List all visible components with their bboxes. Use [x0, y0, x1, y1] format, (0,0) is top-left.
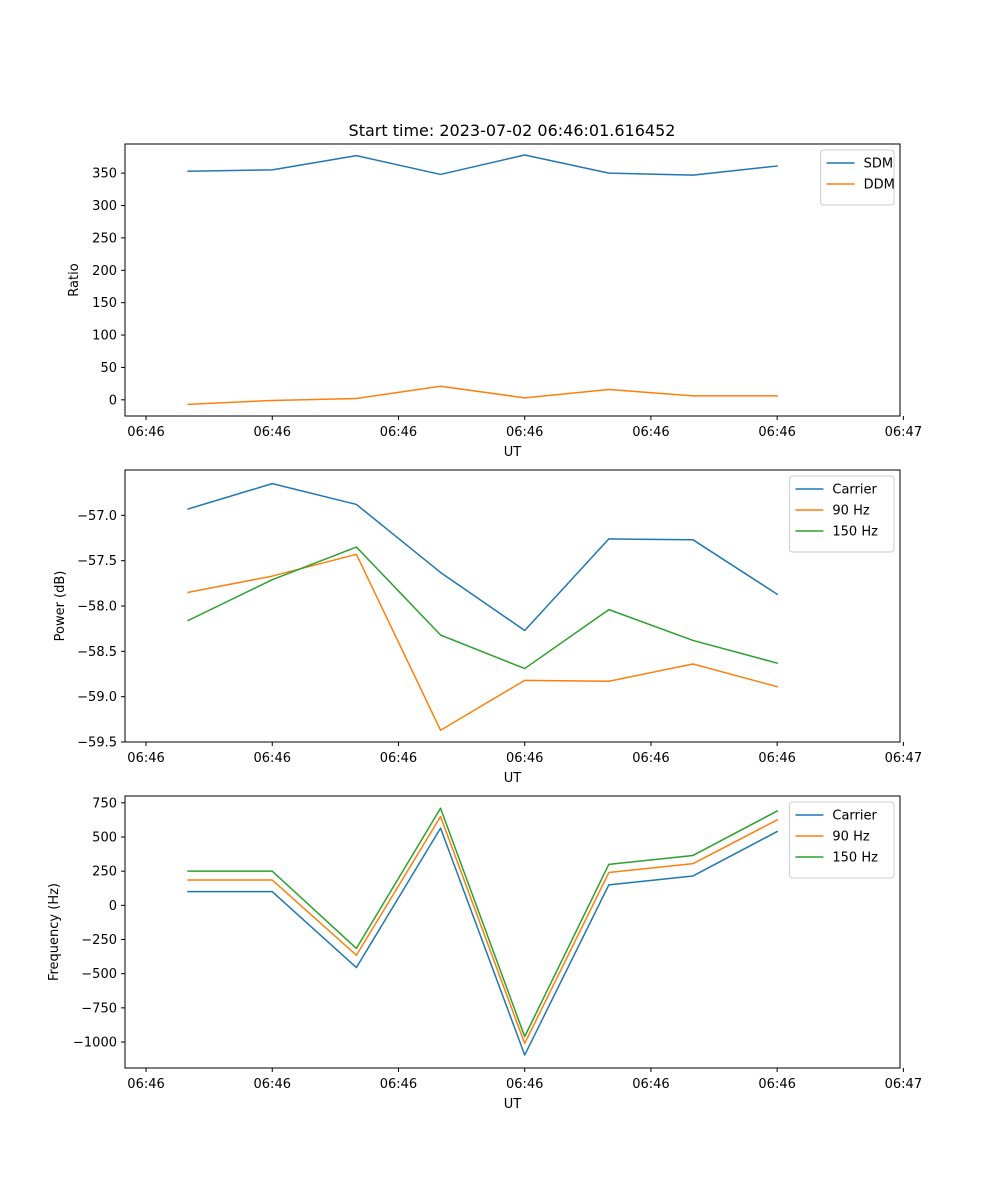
panel-3-y-tick-label: 0: [109, 899, 117, 914]
panel-1-y-tick-label: 350: [92, 167, 117, 182]
panel-1-axes-frame: [124, 143, 901, 417]
panel-2-legend-label: 90 Hz: [832, 504, 869, 519]
panel-2-legend-frame: [788, 475, 895, 553]
panel-2-y-axis-label: Power (dB): [53, 571, 68, 642]
panel-3-series-line-90-hz: [187, 815, 779, 1045]
panel-3-x-axis-label: UT: [504, 1097, 522, 1112]
panel-1-x-tick-label: 06:46: [632, 425, 669, 440]
panel-1-legend-label: SDM: [864, 157, 893, 172]
panel-1-series-line-sdm: [187, 154, 778, 176]
panel-2-x-tick-label: 06:46: [127, 751, 164, 766]
panel-2-y-tick-label: −59.5: [77, 736, 117, 751]
panel-2-legend-label: Carrier: [832, 483, 877, 498]
panel-1-y-tick-label: 200: [92, 264, 117, 279]
panel-1-x-tick-label: 06:46: [758, 425, 795, 440]
panel-2-series-line-90-hz: [187, 553, 779, 731]
panel-1-y-tick-label: 0: [109, 393, 117, 408]
panel-2-x-tick-label: 06:46: [254, 751, 291, 766]
panel-2-x-axis-label: UT: [504, 771, 522, 786]
panel-3-y-tick-label: −1000: [73, 1036, 117, 1051]
panel-2-y-tick-label: −57.5: [77, 554, 117, 569]
panel-3-x-tick-label: 06:46: [506, 1077, 543, 1092]
panel-2-legend: Carrier 90 Hz 150 Hz: [788, 475, 895, 553]
chart-title: Start time: 2023-07-02 06:46:01.616452: [349, 121, 676, 140]
panel-1-y-tick-label: 100: [92, 329, 117, 344]
panel-3-axes-frame: [124, 795, 901, 1069]
panel-1-y-tick-label: 300: [92, 199, 117, 214]
panel-3-y-axis-label: Frequency (Hz): [47, 883, 62, 981]
panel-3-y-tick-label: 500: [92, 831, 117, 846]
panel-1-y-axis-label: Ratio: [67, 263, 82, 296]
panel-3-plot-area: [125, 796, 900, 1068]
panel-3-x-tick-label: 06:46: [127, 1077, 164, 1092]
panel-2-x-tick-label: 06:46: [758, 751, 795, 766]
panel-3-x-tick-label: 06:47: [885, 1077, 922, 1092]
panel-2-plot-area: [125, 470, 900, 742]
panel-1-legend: SDM DDM: [820, 149, 895, 206]
panel-3-y-tick-label: 250: [92, 865, 117, 880]
panel-3-y-tick-label: 750: [92, 796, 117, 811]
panel-3-legend: Carrier 90 Hz 150 Hz: [788, 801, 895, 879]
panel-3-x-tick-label: 06:46: [758, 1077, 795, 1092]
panel-1-y-tick-label: 50: [100, 361, 117, 376]
panel-2-y-tick-label: −57.0: [77, 509, 117, 524]
panel-3-x-tick-label: 06:46: [632, 1077, 669, 1092]
panel-1-x-axis-label: UT: [504, 445, 522, 460]
panel-3-x-tick-label: 06:46: [254, 1077, 291, 1092]
panel-3-series-line-carrier: [187, 827, 779, 1056]
panel-3-legend-frame: [788, 801, 895, 879]
panel-1-legend-label: DDM: [864, 178, 895, 193]
panel-1-plot-area: [125, 144, 900, 416]
panel-3-series-line-150-hz: [187, 807, 779, 1038]
panel-1-x-tick-label: 06:46: [380, 425, 417, 440]
panel-2-x-tick-label: 06:46: [506, 751, 543, 766]
panel-1-x-tick-label: 06:46: [506, 425, 543, 440]
panel-1-y-tick-label: 150: [92, 296, 117, 311]
panel-2-x-tick-label: 06:46: [632, 751, 669, 766]
panel-2-x-tick-label: 06:46: [380, 751, 417, 766]
panel-2-series-line-carrier: [187, 482, 779, 632]
panel-1-x-tick-label: 06:46: [127, 425, 164, 440]
panel-2-y-tick-label: −58.0: [77, 600, 117, 615]
panel-1-series-line-ddm: [187, 385, 778, 406]
panel-1-x-tick-label: 06:47: [885, 425, 922, 440]
panel-1-y-tick-label: 250: [92, 231, 117, 246]
panel-2-series-line-150-hz: [187, 546, 779, 670]
panel-2-y-tick-label: −59.0: [77, 690, 117, 705]
panel-2-x-tick-label: 06:47: [885, 751, 922, 766]
panel-3-legend-label: 90 Hz: [832, 830, 869, 845]
panel-3-y-tick-label: −750: [81, 1001, 117, 1016]
panel-3-y-tick-label: −250: [81, 933, 117, 948]
panel-3-legend-label: 150 Hz: [832, 851, 878, 866]
panel-3-x-tick-label: 06:46: [380, 1077, 417, 1092]
panel-2-legend-label: 150 Hz: [832, 525, 878, 540]
panel-3: 06:46 06:46 06:46 06:46 06:46 06:46 06:47 750 50…: [47, 795, 922, 1112]
panel-1-x-tick-label: 06:46: [254, 425, 291, 440]
panel-2-y-tick-label: −58.5: [77, 645, 117, 660]
panel-3-legend-label: Carrier: [832, 809, 877, 824]
panel-3-y-tick-label: −500: [81, 967, 117, 982]
panel-2: 06:46 06:46 06:46 06:46 06:46 06:46 06:47 −57.0…: [53, 469, 922, 786]
panel-1: 06:46 06:46 06:46 06:46 06:46 06:46 06:47 0 50 10…: [67, 143, 922, 460]
